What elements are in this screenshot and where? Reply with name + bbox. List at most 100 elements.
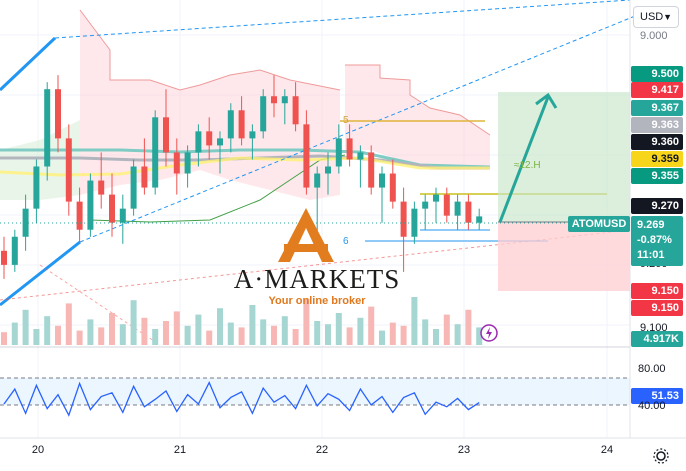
symbol-label: ATOMUSD — [568, 216, 630, 232]
currency-select[interactable]: USD ▼ — [633, 6, 679, 28]
volume-bar — [346, 327, 353, 345]
amarkets-logo-icon — [278, 208, 334, 262]
volume-bar — [141, 317, 148, 345]
candle-body — [476, 216, 483, 223]
candle-body — [368, 152, 375, 188]
currency-value: USD — [640, 11, 664, 23]
candle-body — [22, 208, 29, 237]
volume-bar — [163, 321, 169, 345]
lightning-icon[interactable] — [480, 324, 498, 342]
candle-body — [389, 173, 396, 202]
volume-bar — [454, 324, 461, 345]
volume-bar — [443, 314, 450, 345]
candle-body — [98, 180, 105, 195]
volume-bars — [1, 297, 483, 345]
rsi-value: 51.53 — [631, 388, 683, 404]
time-label-21: 21 — [173, 444, 187, 456]
candle-body — [292, 96, 299, 125]
cloud — [0, 9, 491, 223]
rsi-line — [3, 380, 480, 417]
price-tag: 9.150 — [631, 283, 683, 299]
long-position[interactable] — [498, 92, 630, 291]
candle-body — [314, 173, 321, 188]
volume-bar — [11, 322, 18, 345]
volume-bar — [22, 309, 29, 345]
candle-body — [249, 131, 256, 139]
candle-body — [357, 152, 364, 160]
candle-body — [76, 201, 83, 230]
volume-bar — [271, 325, 277, 345]
indicator-lines — [0, 148, 491, 177]
price-tag: 9.363 — [631, 117, 683, 133]
candle-body — [44, 89, 51, 167]
volume-bar — [184, 325, 191, 345]
candle-body — [465, 201, 472, 223]
volume-bar — [249, 305, 256, 345]
volume-bar — [314, 321, 321, 345]
logo-brand: A·MARKETS — [233, 264, 401, 294]
candle-body — [152, 117, 159, 188]
volume-bar — [260, 319, 267, 345]
volume-bar — [303, 298, 310, 345]
candle-body — [443, 194, 450, 216]
candle-body — [87, 180, 94, 230]
candle-body — [227, 110, 234, 139]
price-tag: 9.417 — [631, 82, 683, 98]
time-label-22: 22 — [315, 444, 329, 456]
fib-label-5: 5 — [343, 115, 349, 126]
volume-bar — [400, 325, 407, 345]
candle-body — [303, 124, 310, 188]
last-price: 9.269 — [637, 219, 665, 231]
volume-tag: 4.917K — [631, 331, 683, 347]
volume-bar — [422, 319, 429, 345]
volume-bar — [465, 309, 472, 345]
volume-bar — [357, 317, 364, 345]
candle-body — [141, 166, 148, 188]
fib-label-6: 6 — [343, 236, 349, 247]
price-axis-top: 9.000 — [640, 30, 668, 42]
candle-body — [163, 117, 169, 153]
volume-bar — [379, 330, 385, 345]
price-tag: 9.355 — [631, 168, 683, 184]
volume-bar — [206, 330, 213, 345]
volume-bar — [389, 322, 396, 345]
volume-bar — [152, 329, 159, 345]
volume-bar — [281, 316, 288, 345]
candle-body — [206, 131, 213, 146]
rsi-upper-level: 80.00 — [638, 363, 666, 375]
time-label-24: 24 — [600, 444, 614, 456]
candle-body — [281, 96, 288, 104]
volume-bar — [476, 327, 483, 345]
price-tag: 9.500 — [631, 66, 683, 82]
volume-bar — [433, 329, 439, 345]
price-tag: 9.270 — [631, 198, 683, 214]
volume-bar — [227, 322, 234, 345]
price-tag: 9.360 — [631, 134, 683, 150]
candle-body — [195, 131, 202, 153]
volume-bar — [65, 303, 72, 345]
settings-gear-icon[interactable] — [652, 447, 670, 465]
price-tag: 9.150 — [631, 300, 683, 316]
volume-bar — [109, 313, 115, 345]
candle-body — [454, 201, 461, 216]
candle-body — [33, 166, 40, 209]
bar-countdown: 11:01 — [637, 249, 665, 261]
candle-body — [400, 201, 407, 237]
candle-body — [65, 138, 72, 202]
candle-body — [173, 152, 180, 174]
chevron-down-icon: ▼ — [663, 12, 672, 22]
rsi-lower-level: 40.00 — [638, 400, 666, 412]
candle-body — [411, 208, 418, 237]
volume-bar — [292, 329, 299, 345]
candle-body — [11, 236, 18, 265]
time-label-20: 20 — [31, 444, 45, 456]
volume-bar — [411, 297, 418, 345]
volume-bar — [98, 327, 105, 345]
candle-body — [55, 89, 61, 139]
candle-body — [433, 194, 439, 202]
candle-body — [346, 138, 353, 160]
range-label: ≈12.H — [514, 160, 541, 171]
candle-body — [379, 173, 385, 188]
